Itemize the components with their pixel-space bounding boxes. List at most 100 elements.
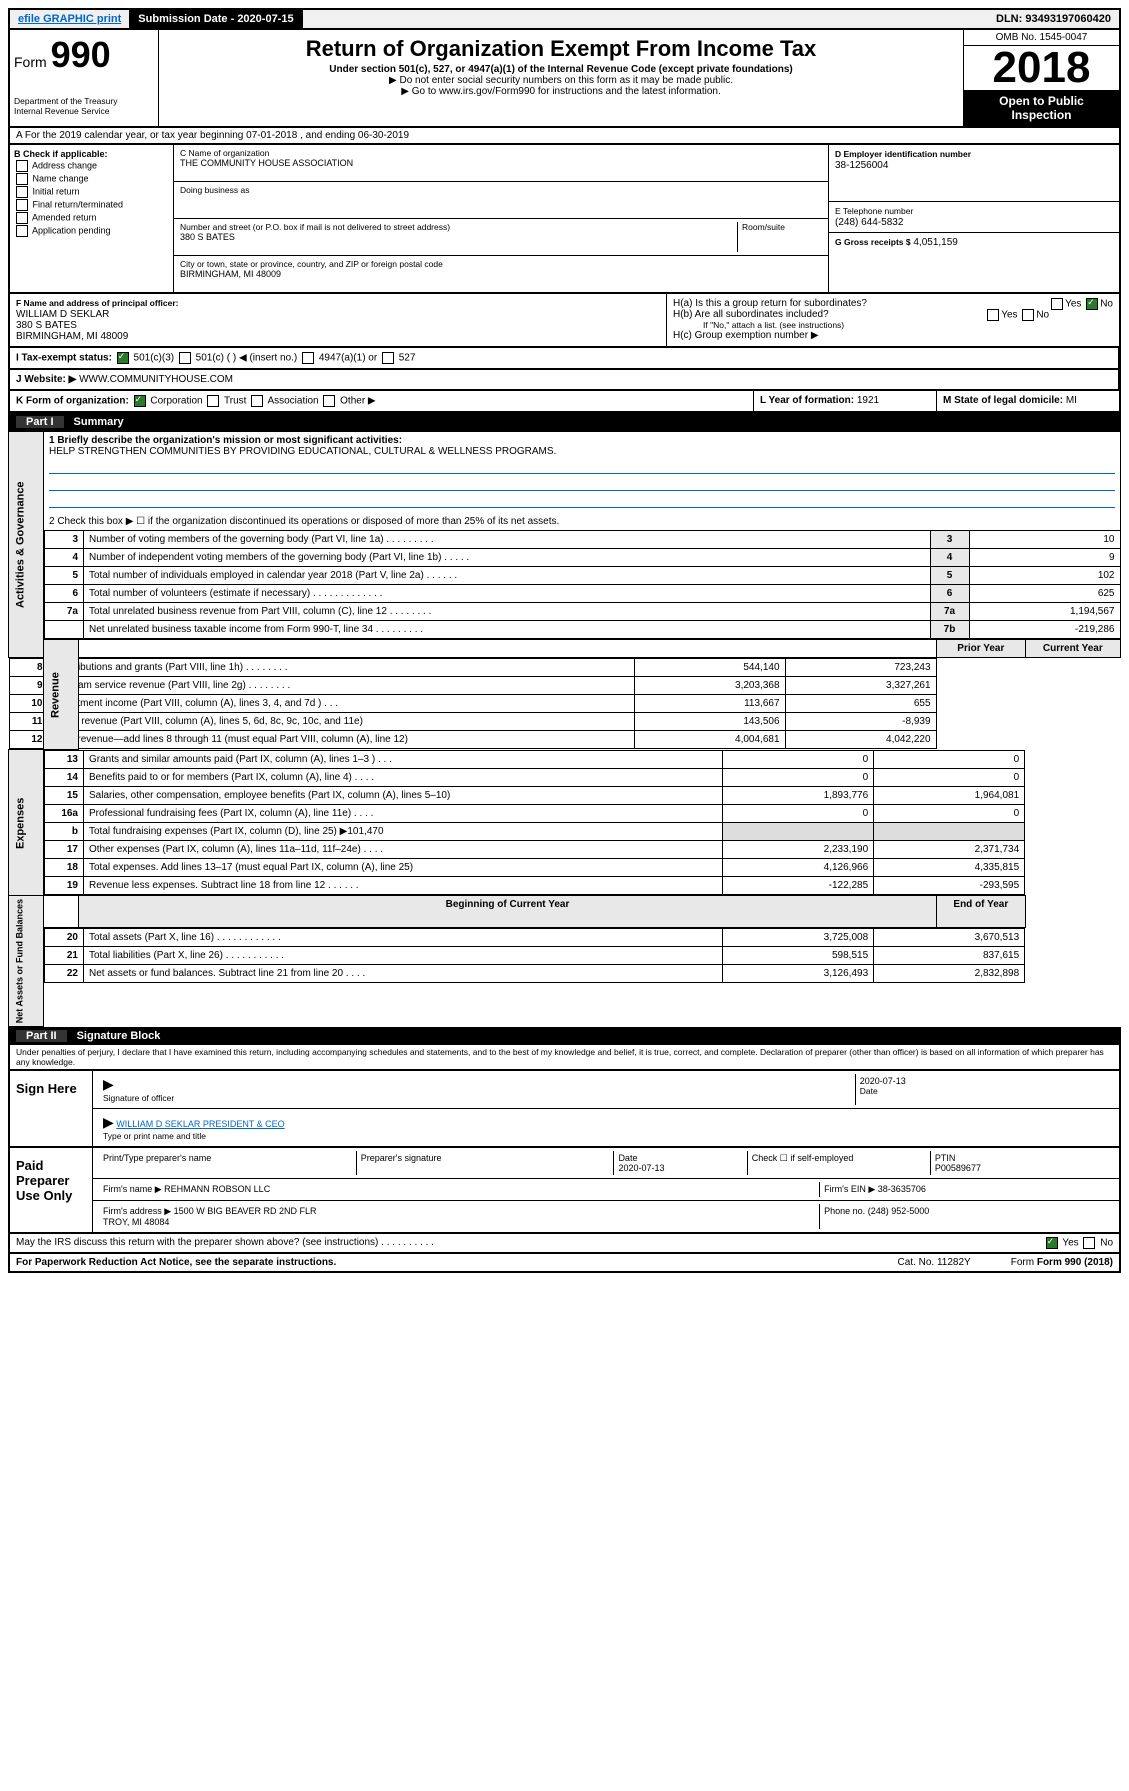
ein-label: D Employer identification number <box>835 149 971 159</box>
table-row: 20Total assets (Part X, line 16) . . . .… <box>45 929 1025 947</box>
org-name: THE COMMUNITY HOUSE ASSOCIATION <box>180 158 353 168</box>
officer-label: F Name and address of principal officer: <box>16 298 178 308</box>
table-row: 11Other revenue (Part VIII, column (A), … <box>9 713 936 731</box>
checkbox-final-return-terminated[interactable]: Final return/terminated <box>14 199 169 211</box>
subtitle-3: ▶ Go to www.irs.gov/Form990 for instruct… <box>163 86 959 97</box>
sign-here-label: Sign Here <box>10 1071 92 1146</box>
telephone: (248) 644-5832 <box>835 217 903 228</box>
checkbox-initial-return[interactable]: Initial return <box>14 186 169 198</box>
state-domicile: M State of legal domicile: MI <box>937 391 1119 411</box>
row-a-period: A For the 2019 calendar year, or tax yea… <box>8 128 1121 145</box>
tel-label: E Telephone number <box>835 206 913 216</box>
form-number: Form 990 <box>14 34 154 76</box>
ptin-hdr: PTIN <box>935 1153 956 1163</box>
addr-label: Number and street (or P.O. box if mail i… <box>180 222 450 232</box>
officer-addr: 380 S BATES BIRMINGHAM, MI 48009 <box>16 320 128 342</box>
discuss-row: May the IRS discuss this return with the… <box>8 1234 1121 1254</box>
table-row: 18Total expenses. Add lines 13–17 (must … <box>45 859 1025 877</box>
prep-date-hdr: Date <box>618 1153 637 1163</box>
ein: 38-1256004 <box>835 160 888 171</box>
part-1-header: Part ISummary <box>8 413 1121 431</box>
table-row: 17Other expenses (Part IX, column (A), l… <box>45 841 1025 859</box>
paid-prep-label: Paid Preparer Use Only <box>10 1148 92 1232</box>
website-row: J Website: ▶ WWW.COMMUNITYHOUSE.COM <box>10 370 1119 389</box>
sig-date-label: Date <box>860 1086 878 1096</box>
top-bar: efile GRAPHIC print Submission Date - 20… <box>8 8 1121 30</box>
firm-phone-label: Phone no. <box>824 1206 865 1216</box>
firm-addr-label: Firm's address ▶ <box>103 1206 171 1216</box>
table-row: 15Salaries, other compensation, employee… <box>45 787 1025 805</box>
curr-year-hdr: Current Year <box>1025 640 1120 658</box>
org-name-label: C Name of organization <box>180 148 269 158</box>
room-label: Room/suite <box>737 222 822 252</box>
table-row: 7aTotal unrelated business revenue from … <box>45 603 1121 621</box>
subtitle-2: ▶ Do not enter social security numbers o… <box>163 75 959 86</box>
begin-year-hdr: Beginning of Current Year <box>79 896 937 928</box>
line-2: 2 Check this box ▶ ☐ if the organization… <box>44 513 1121 530</box>
tax-year: 2018 <box>964 46 1119 90</box>
rev-label: Revenue <box>44 640 79 750</box>
form-title: Return of Organization Exempt From Incom… <box>163 36 959 62</box>
efile-link[interactable]: efile GRAPHIC print <box>10 10 130 28</box>
signer-name: WILLIAM D SEKLAR PRESIDENT & CEO <box>116 1119 284 1129</box>
pra-notice: For Paperwork Reduction Act Notice, see … <box>16 1257 858 1268</box>
gross-receipts: 4,051,159 <box>913 237 958 248</box>
table-row: 14Benefits paid to or for members (Part … <box>45 769 1025 787</box>
net-label: Net Assets or Fund Balances <box>9 896 44 1027</box>
firm-phone: (248) 952-5000 <box>868 1206 930 1216</box>
h-b: H(b) Are all subordinates included? Yes … <box>673 309 1113 320</box>
gross-label: G Gross receipts $ <box>835 237 911 247</box>
checkbox-name-change[interactable]: Name change <box>14 173 169 185</box>
city-label: City or town, state or province, country… <box>180 259 443 269</box>
h-c: H(c) Group exemption number ▶ <box>673 330 1113 341</box>
sig-officer-label: Signature of officer <box>103 1093 174 1103</box>
table-row: Net unrelated business taxable income fr… <box>45 621 1121 639</box>
line-1: 1 Briefly describe the organization's mi… <box>49 435 402 446</box>
firm-name-label: Firm's name ▶ <box>103 1184 162 1194</box>
form-header: Form 990 Department of the Treasury Inte… <box>8 30 1121 128</box>
submission-date: Submission Date - 2020-07-15 <box>130 10 302 28</box>
form-footer: Form Form 990 (2018) <box>1011 1257 1113 1268</box>
self-emp-hdr: Check ☐ if self-employed <box>748 1151 931 1175</box>
sign-here-block: Sign Here ▶Signature of officer 2020-07-… <box>8 1071 1121 1148</box>
firm-ein: 38-3635706 <box>878 1184 926 1194</box>
officer-name: WILLIAM D SEKLAR <box>16 309 109 320</box>
entity-block: B Check if applicable: Address change Na… <box>8 145 1121 294</box>
mission-text: HELP STRENGTHEN COMMUNITIES BY PROVIDING… <box>49 446 556 457</box>
table-row: bTotal fundraising expenses (Part IX, co… <box>45 823 1025 841</box>
h-b2: If "No," attach a list. (see instruction… <box>673 320 1113 330</box>
firm-ein-label: Firm's EIN ▶ <box>824 1184 875 1194</box>
firm-name: REHMANN ROBSON LLC <box>164 1184 270 1194</box>
paid-preparer-block: Paid Preparer Use Only Print/Type prepar… <box>8 1148 1121 1234</box>
table-row: 8Contributions and grants (Part VIII, li… <box>9 659 936 677</box>
summary-table: Activities & Governance 1 Briefly descri… <box>8 431 1121 1027</box>
checkbox-address-change[interactable]: Address change <box>14 160 169 172</box>
open-public: Open to Public Inspection <box>964 90 1119 126</box>
table-row: 6Total number of volunteers (estimate if… <box>45 585 1121 603</box>
col-b-title: B Check if applicable: <box>14 149 108 159</box>
form-org-row: K Form of organization: Corporation Trus… <box>10 391 754 411</box>
end-year-hdr: End of Year <box>937 896 1026 928</box>
sig-date: 2020-07-13 <box>860 1076 906 1086</box>
table-row: 10Investment income (Part VIII, column (… <box>9 695 936 713</box>
subtitle-1: Under section 501(c), 527, or 4947(a)(1)… <box>163 64 959 75</box>
table-row: 5Total number of individuals employed in… <box>45 567 1121 585</box>
table-row: 16aProfessional fundraising fees (Part I… <box>45 805 1025 823</box>
h-a: H(a) Is this a group return for subordin… <box>673 298 1113 309</box>
signer-name-label: Type or print name and title <box>103 1131 206 1141</box>
table-row: 12Total revenue—add lines 8 through 11 (… <box>9 731 936 749</box>
year-formation: L Year of formation: 1921 <box>754 391 937 411</box>
gov-label: Activities & Governance <box>9 432 44 658</box>
prior-year-hdr: Prior Year <box>937 640 1026 658</box>
dept-label: Department of the Treasury Internal Reve… <box>14 96 154 116</box>
exp-label: Expenses <box>9 750 44 896</box>
table-row: 3Number of voting members of the governi… <box>45 531 1121 549</box>
tax-exempt-row: I Tax-exempt status: 501(c)(3) 501(c) ( … <box>10 348 1119 368</box>
street-address: 380 S BATES <box>180 232 235 242</box>
checkbox-application-pending[interactable]: Application pending <box>14 225 169 237</box>
table-row: 21Total liabilities (Part X, line 26) . … <box>45 947 1025 965</box>
prep-name-hdr: Print/Type preparer's name <box>99 1151 357 1175</box>
table-row: 19Revenue less expenses. Subtract line 1… <box>45 877 1025 895</box>
part-2-header: Part IISignature Block <box>8 1027 1121 1045</box>
checkbox-amended-return[interactable]: Amended return <box>14 212 169 224</box>
